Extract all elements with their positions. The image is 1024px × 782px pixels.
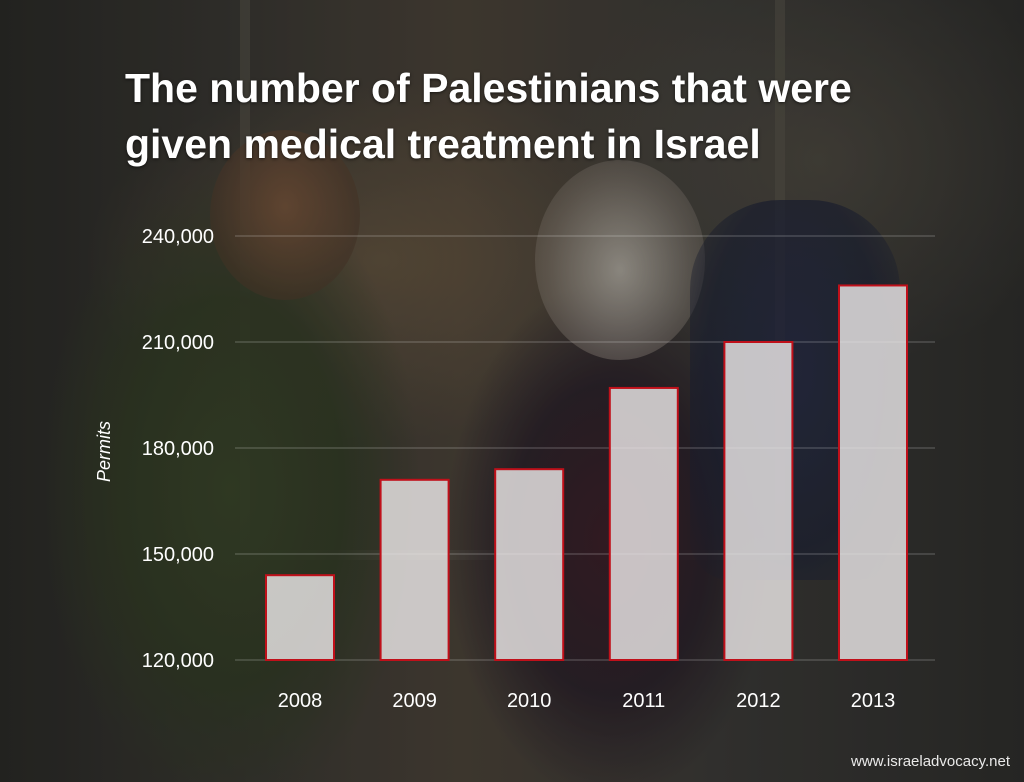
source-watermark: www.israeladvocacy.net <box>851 753 1010 770</box>
bar-2009 <box>379 478 450 661</box>
chart-title: The number of Palestinians that were giv… <box>125 65 852 167</box>
y-axis-label: Permits <box>94 420 114 482</box>
x-axis-ticks: 2008 2009 2010 2011 2012 2013 <box>278 690 896 712</box>
bar-2013 <box>838 284 908 661</box>
bar-2008 <box>265 574 335 662</box>
x-tick-label: 2009 <box>392 690 437 712</box>
gridlines <box>235 235 935 661</box>
background-doctor-head <box>210 130 360 300</box>
y-tick-label: 120,000 <box>142 650 214 672</box>
y-tick-label: 240,000 <box>142 226 214 248</box>
x-tick-label: 2013 <box>851 690 896 712</box>
bars <box>265 284 908 662</box>
y-axis-ticks: 120,000 150,000 180,000 210,000 240,000 <box>142 226 214 672</box>
y-tick-label: 150,000 <box>142 544 214 566</box>
y-tick-label: 180,000 <box>142 438 214 460</box>
background-elder-head <box>535 160 705 360</box>
y-tick-label: 210,000 <box>142 332 214 354</box>
x-tick-label: 2012 <box>736 690 781 712</box>
x-tick-label: 2011 <box>622 690 665 712</box>
bar-2010 <box>494 468 565 662</box>
bar-2012 <box>723 341 794 661</box>
x-tick-label: 2008 <box>278 690 323 712</box>
x-tick-label: 2010 <box>507 690 552 712</box>
bar-2011 <box>608 386 679 661</box>
